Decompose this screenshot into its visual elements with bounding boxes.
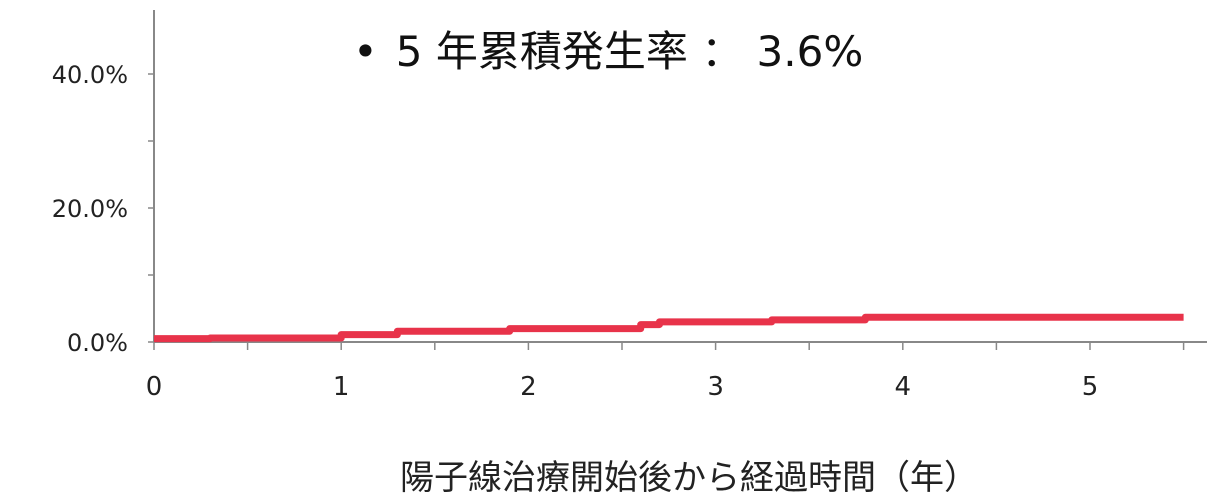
x-tick-label: 0: [146, 372, 163, 402]
x-axis-label: 陽子線治療開始後から経過時間（年）: [400, 450, 978, 499]
y-tick-label: 20.0%: [52, 195, 128, 223]
x-tick-label: 1: [333, 372, 350, 402]
y-tick-label: 0.0%: [67, 329, 128, 357]
series-line: [154, 317, 1184, 338]
y-tick-label: 40.0%: [52, 61, 128, 89]
x-tick-label: 2: [520, 372, 537, 402]
x-tick-label: 3: [707, 372, 724, 402]
x-tick-label: 5: [1082, 372, 1099, 402]
x-tick-label: 4: [895, 372, 912, 402]
